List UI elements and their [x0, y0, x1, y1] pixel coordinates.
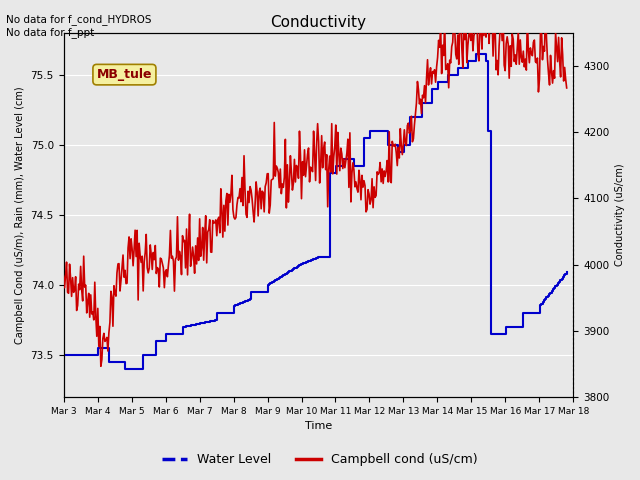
Legend: Water Level, Campbell cond (uS/cm): Water Level, Campbell cond (uS/cm): [157, 448, 483, 471]
Text: No data for f_cond_HYDROS
No data for f_ppt: No data for f_cond_HYDROS No data for f_…: [6, 14, 152, 38]
Y-axis label: Conductivity (uS/cm): Conductivity (uS/cm): [615, 164, 625, 266]
Text: MB_tule: MB_tule: [97, 68, 152, 81]
Title: Conductivity: Conductivity: [271, 15, 367, 30]
Y-axis label: Campbell Cond (uS/m), Rain (mm), Water Level (cm): Campbell Cond (uS/m), Rain (mm), Water L…: [15, 86, 25, 344]
X-axis label: Time: Time: [305, 421, 332, 432]
